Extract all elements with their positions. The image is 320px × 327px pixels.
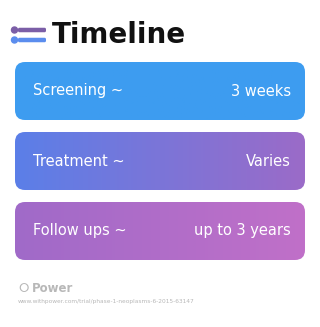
Circle shape bbox=[12, 37, 18, 43]
Text: up to 3 years: up to 3 years bbox=[194, 223, 291, 238]
Text: ⵔ: ⵔ bbox=[18, 282, 28, 295]
Text: Follow ups ~: Follow ups ~ bbox=[33, 223, 127, 238]
FancyBboxPatch shape bbox=[18, 38, 46, 42]
Text: Power: Power bbox=[32, 282, 73, 295]
Text: Varies: Varies bbox=[246, 153, 291, 168]
Text: Screening ~: Screening ~ bbox=[33, 83, 123, 98]
Circle shape bbox=[12, 27, 18, 33]
Text: www.withpower.com/trial/phase-1-neoplasms-6-2015-63147: www.withpower.com/trial/phase-1-neoplasm… bbox=[18, 300, 195, 304]
Text: Treatment ~: Treatment ~ bbox=[33, 153, 124, 168]
FancyBboxPatch shape bbox=[18, 28, 46, 32]
Text: 3 weeks: 3 weeks bbox=[231, 83, 291, 98]
Text: Timeline: Timeline bbox=[52, 21, 186, 49]
